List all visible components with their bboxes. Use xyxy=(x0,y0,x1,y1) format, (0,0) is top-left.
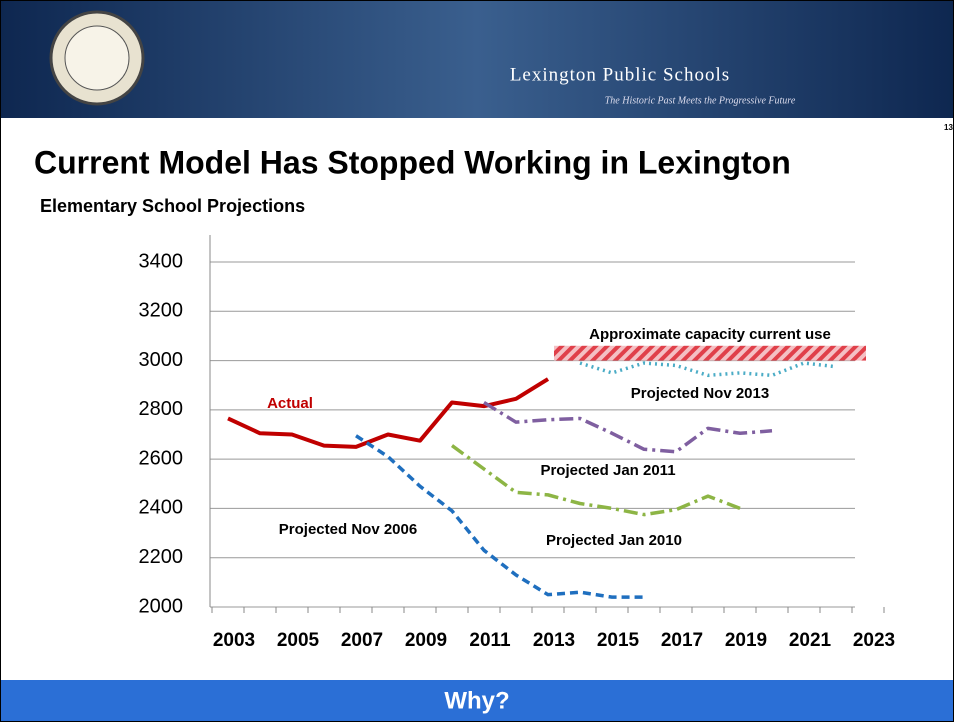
y-tick-label: 2400 xyxy=(139,497,184,519)
y-tick-label: 2800 xyxy=(139,398,184,420)
series-label: Projected Jan 2010 xyxy=(546,532,682,549)
logo-inner xyxy=(64,25,130,91)
x-tick-label: 2019 xyxy=(725,630,767,651)
series-line xyxy=(579,361,837,378)
header-tagline: The Historic Past Meets the Progressive … xyxy=(605,95,796,106)
series-label: Projected Nov 2006 xyxy=(279,521,417,538)
page-number: 13 xyxy=(944,123,953,132)
y-tick-label: 2600 xyxy=(139,447,184,469)
capacity-band xyxy=(554,345,866,361)
x-tick-label: 2013 xyxy=(533,630,575,651)
actual-label: Actual xyxy=(267,395,313,412)
x-tick-label: 2003 xyxy=(213,630,255,651)
series-line xyxy=(227,377,550,449)
header-band xyxy=(0,0,954,118)
x-tick-label: 2009 xyxy=(405,630,447,651)
footer-band xyxy=(0,680,954,722)
slide-title: Current Model Has Stopped Working in Lex… xyxy=(34,144,791,180)
x-tick-label: 2007 xyxy=(341,630,383,651)
series-label: Projected Nov 2013 xyxy=(631,385,769,402)
x-tick-label: 2023 xyxy=(853,630,895,651)
header-title: Lexington Public Schools xyxy=(510,64,730,85)
capacity-label: Approximate capacity current use xyxy=(589,326,831,343)
x-tick-label: 2005 xyxy=(277,630,320,651)
footer-text: Why? xyxy=(444,687,509,714)
y-tick-label: 2000 xyxy=(139,595,184,617)
series-line xyxy=(450,444,741,517)
series-label: Projected Jan 2011 xyxy=(540,462,675,479)
chart-title: Elementary School Projections xyxy=(40,196,305,216)
y-tick-label: 3000 xyxy=(139,349,184,371)
x-tick-label: 2021 xyxy=(789,630,832,651)
x-tick-label: 2011 xyxy=(469,630,511,651)
x-tick-label: 2015 xyxy=(597,630,640,651)
y-tick-label: 3400 xyxy=(139,250,184,272)
series-line xyxy=(355,434,644,599)
x-tick-label: 2017 xyxy=(661,630,703,651)
y-tick-label: 2200 xyxy=(139,546,184,568)
series-line xyxy=(483,400,773,454)
y-tick-label: 3200 xyxy=(139,300,184,322)
